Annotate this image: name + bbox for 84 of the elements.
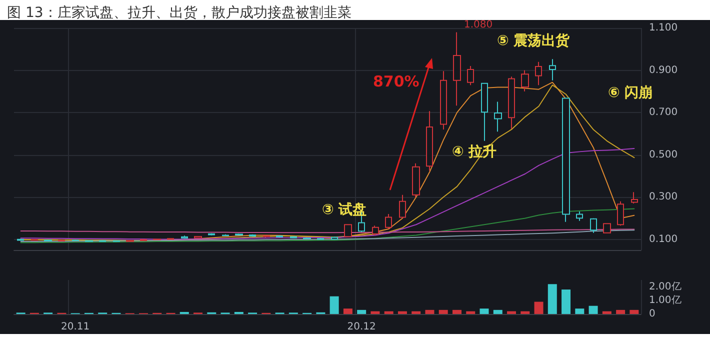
bar bbox=[520, 311, 530, 314]
candlestick bbox=[167, 238, 174, 240]
candlestick bbox=[99, 240, 106, 242]
bar bbox=[384, 311, 394, 314]
x-tick-label: 20.11 bbox=[61, 322, 90, 332]
candlestick bbox=[331, 236, 338, 240]
y-tick-label: 2.00亿 bbox=[649, 281, 682, 292]
y-tick-label: 0.100 bbox=[649, 234, 678, 245]
candlestick bbox=[426, 110, 433, 172]
annotation: ④ 拉升 bbox=[452, 143, 497, 160]
bar bbox=[548, 284, 557, 314]
candlestick bbox=[344, 224, 352, 238]
bar bbox=[412, 311, 421, 314]
line-series bbox=[20, 230, 635, 242]
annotation: ③ 试盘 bbox=[322, 202, 367, 218]
bar bbox=[425, 310, 434, 314]
candlestick bbox=[631, 192, 638, 204]
candlestick bbox=[481, 82, 488, 142]
candlestick bbox=[303, 236, 311, 240]
bar bbox=[575, 308, 584, 314]
candlestick bbox=[372, 225, 379, 236]
bar bbox=[398, 311, 407, 314]
candlestick bbox=[208, 232, 215, 236]
bar bbox=[588, 306, 598, 314]
candlestick bbox=[44, 239, 52, 242]
candlestick bbox=[222, 234, 229, 237]
chart-title: 图 13：庄家试盘、拉升、出货，散户成功接盘被割韭菜 bbox=[7, 5, 352, 21]
y-tick-label: 0.700 bbox=[649, 107, 678, 118]
candlestick bbox=[263, 235, 270, 238]
annotation: 870% bbox=[373, 72, 420, 90]
candlestick bbox=[617, 200, 624, 226]
candlestick bbox=[590, 218, 597, 234]
candlestick bbox=[140, 238, 147, 242]
bar bbox=[357, 310, 366, 314]
candlestick bbox=[508, 76, 515, 130]
bar bbox=[602, 311, 612, 314]
bar bbox=[493, 310, 502, 314]
candlestick bbox=[494, 101, 502, 132]
candlestick bbox=[467, 66, 474, 86]
candlestick bbox=[562, 97, 570, 222]
candlestick bbox=[249, 234, 256, 238]
candlestick bbox=[58, 239, 65, 242]
y-tick-label: 0.300 bbox=[649, 192, 678, 203]
y-tick-label: 1.00亿 bbox=[649, 294, 682, 306]
candlestick bbox=[521, 70, 529, 92]
candlestick bbox=[153, 238, 161, 241]
bar bbox=[452, 310, 462, 314]
candlestick bbox=[113, 240, 120, 242]
candlestick bbox=[235, 233, 243, 236]
candlestick bbox=[385, 214, 392, 230]
bar bbox=[480, 308, 489, 314]
y-tick-label: 0 bbox=[649, 308, 656, 320]
candlestick bbox=[194, 236, 202, 239]
candlestick bbox=[549, 58, 556, 81]
candlestick bbox=[181, 235, 188, 240]
bar bbox=[562, 290, 571, 314]
y-tick-label: 0.900 bbox=[649, 64, 678, 76]
candlestick bbox=[399, 194, 406, 219]
candlestick bbox=[576, 211, 583, 222]
x-tick-label: 20.12 bbox=[347, 322, 376, 332]
bar bbox=[330, 296, 339, 314]
candlestick bbox=[276, 234, 283, 238]
candlestick bbox=[440, 70, 447, 130]
bar bbox=[616, 310, 626, 314]
candlestick bbox=[453, 32, 461, 106]
candlestick bbox=[603, 222, 611, 234]
bar bbox=[370, 311, 380, 314]
annotation: 1.080 bbox=[464, 20, 493, 30]
bar bbox=[630, 310, 639, 314]
y-tick-label: 1.100 bbox=[649, 22, 678, 34]
candlestick bbox=[126, 240, 134, 242]
annotation: ⑤ 震荡出货 bbox=[497, 33, 571, 49]
candlestick bbox=[535, 61, 542, 86]
bar bbox=[438, 310, 448, 314]
bar bbox=[343, 308, 352, 314]
bar bbox=[466, 311, 476, 314]
y-tick-label: 0.500 bbox=[649, 149, 678, 160]
candlestick bbox=[412, 162, 420, 198]
bar bbox=[507, 311, 516, 314]
annotation: ⑥ 闪崩 bbox=[608, 85, 653, 101]
candlestick bbox=[317, 237, 324, 240]
bar bbox=[534, 302, 544, 314]
candlestick bbox=[17, 238, 24, 242]
candlestick bbox=[85, 240, 93, 242]
